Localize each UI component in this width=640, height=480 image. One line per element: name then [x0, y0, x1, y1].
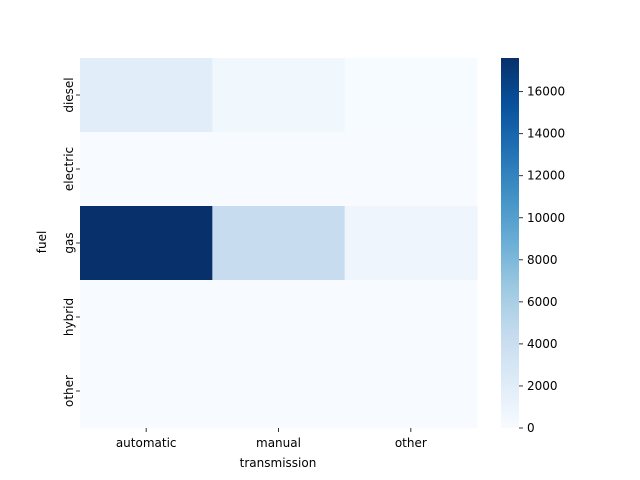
heatmap-cell-hybrid-manual [212, 280, 346, 355]
y-tick-label: gas [62, 232, 76, 253]
colorbar-ticks: 0 2000 4000 6000 8000 10000 12000 14000 16000 [519, 85, 565, 435]
y-tick-labels: diesel electric gas hybrid other [62, 77, 80, 407]
heatmap-cell-other-other [344, 354, 478, 429]
colorbar-tick-label: 2000 [527, 379, 558, 393]
heatmap-cell-diesel-automatic [80, 58, 213, 133]
x-axis-label: transmission [240, 456, 317, 470]
x-tick-labels: automatic manual other [116, 428, 427, 450]
colorbar [501, 58, 519, 428]
heatmap-cells [80, 58, 478, 429]
heatmap-cell-gas-other [344, 206, 478, 281]
colorbar-tick-label: 12000 [527, 169, 565, 183]
x-tick-label: other [395, 436, 427, 450]
heatmap-cell-hybrid-automatic [80, 280, 213, 355]
x-tick-label: automatic [116, 436, 177, 450]
colorbar-tick-label: 10000 [527, 211, 565, 225]
colorbar-tick-label: 16000 [527, 85, 565, 99]
heatmap-cell-gas-manual [212, 206, 346, 281]
heatmap-cell-gas-automatic [80, 206, 213, 281]
heatmap-cell-other-automatic [80, 354, 213, 429]
y-tick-label: electric [62, 147, 76, 191]
y-tick-label: hybrid [62, 298, 76, 336]
heatmap-cell-electric-manual [212, 132, 346, 207]
colorbar-tick-label: 14000 [527, 127, 565, 141]
colorbar-tick-label: 4000 [527, 337, 558, 351]
heatmap-cell-electric-other [344, 132, 478, 207]
y-tick-label: other [62, 375, 76, 407]
heatmap-cell-other-manual [212, 354, 346, 429]
heatmap-cell-diesel-other [344, 58, 478, 133]
colorbar-tick-label: 6000 [527, 295, 558, 309]
x-tick-label: manual [256, 436, 301, 450]
heatmap-cell-hybrid-other [344, 280, 478, 355]
colorbar-tick-label: 8000 [527, 253, 558, 267]
y-axis-label: fuel [35, 231, 49, 254]
colorbar-tick-label: 0 [527, 421, 535, 435]
heatmap-cell-diesel-manual [212, 58, 346, 133]
y-tick-label: diesel [62, 77, 76, 112]
heatmap-cell-electric-automatic [80, 132, 213, 207]
